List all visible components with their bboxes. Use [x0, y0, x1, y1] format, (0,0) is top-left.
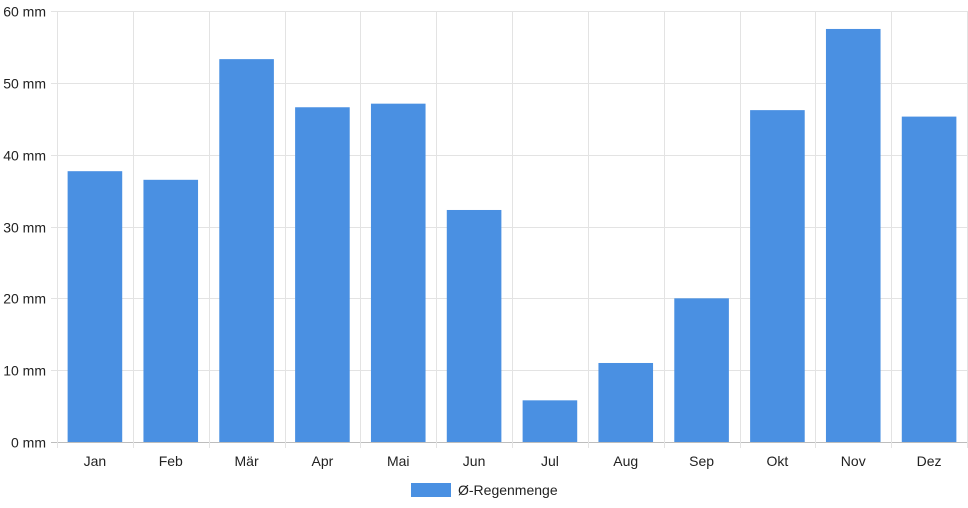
y-tick-label: 40 mm	[3, 148, 46, 164]
y-tick-label: 60 mm	[3, 4, 46, 20]
bar-Sep[interactable]	[674, 298, 729, 442]
bar-Dez[interactable]	[901, 116, 957, 442]
x-tick-label: Mär	[235, 453, 259, 469]
x-tick-label: Jul	[541, 453, 559, 469]
x-tick-label: Okt	[767, 453, 789, 469]
x-tick-label: Mai	[387, 453, 410, 469]
bar-Feb[interactable]	[143, 179, 199, 442]
bar-Okt[interactable]	[750, 110, 805, 442]
x-tick-label: Aug	[613, 453, 638, 469]
bar-Jun[interactable]	[446, 209, 502, 442]
bars	[67, 28, 957, 443]
bar-Jul[interactable]	[522, 400, 578, 442]
bar-Nov[interactable]	[825, 28, 881, 442]
y-tick-label: 0 mm	[11, 435, 46, 451]
y-tick-label: 30 mm	[3, 220, 46, 236]
bar-Apr[interactable]	[295, 107, 350, 443]
x-tick-label: Apr	[312, 453, 334, 469]
bar-Mai[interactable]	[370, 103, 426, 442]
bar-Jan[interactable]	[67, 171, 123, 442]
x-tick-label: Nov	[841, 453, 866, 469]
x-tick-label: Sep	[689, 453, 714, 469]
x-tick-label: Jan	[84, 453, 107, 469]
y-tick-label: 10 mm	[3, 363, 46, 379]
grid	[51, 11, 968, 448]
x-tick-label: Feb	[159, 453, 183, 469]
legend-swatch	[411, 483, 451, 497]
x-tick-label: Jun	[463, 453, 486, 469]
y-axis-ticks: 0 mm 10 mm 20 mm 30 mm 40 mm 50 mm 60 mm	[3, 4, 46, 451]
y-tick-label: 20 mm	[3, 291, 46, 307]
bar-Aug[interactable]	[598, 362, 654, 442]
y-tick-label: 50 mm	[3, 76, 46, 92]
bar-Mär[interactable]	[219, 59, 274, 443]
legend-label: Ø-Regenmenge	[458, 482, 558, 498]
x-axis-ticks: Jan Feb Mär Apr Mai Jun Jul Aug Sep Okt Nov Dez	[84, 453, 942, 469]
x-tick-label: Dez	[917, 453, 942, 469]
legend[interactable]: Ø-Regenmenge	[411, 482, 558, 498]
